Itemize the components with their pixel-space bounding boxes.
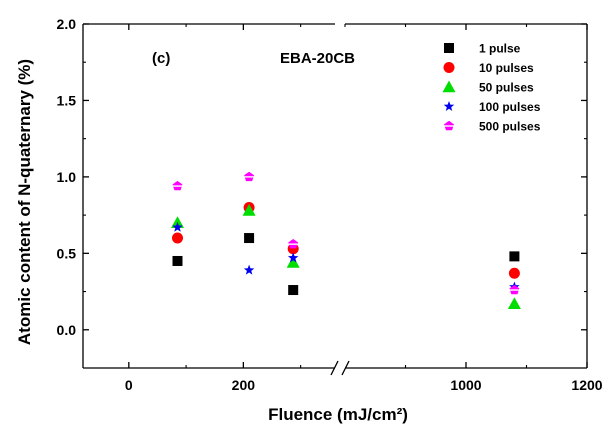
y-tick-label: 0.0: [57, 322, 77, 338]
legend-marker: [444, 120, 454, 131]
legend-marker: [442, 80, 456, 93]
data-point: [244, 171, 255, 182]
y-axis-title: Atomic content of N-quaternary (%): [15, 59, 34, 345]
legend: 1 pulse 10 pulses 50 pulses 100 pulses 500 p…: [442, 42, 541, 134]
x-axis-ticks: 0 200 1000 1200: [125, 24, 603, 393]
data-point: [509, 284, 520, 295]
legend-marker: [443, 62, 455, 73]
legend-marker: [443, 101, 455, 111]
legend-marker: [444, 43, 454, 53]
legend-label: 10 pulses: [479, 61, 534, 75]
data-point: [242, 204, 256, 216]
y-tick-label: 0.5: [57, 245, 77, 261]
data-point: [286, 256, 300, 268]
x-tick-label: 0: [125, 377, 133, 393]
x-axis-break-mark: [330, 358, 350, 378]
panel-label: (c): [152, 50, 170, 67]
axis-break-slash-left: [330, 360, 339, 376]
x-tick-label: 1000: [450, 377, 481, 393]
data-point: [508, 267, 520, 279]
legend-label: 100 pulses: [479, 100, 541, 114]
data-point: [172, 232, 183, 244]
data-point: [288, 238, 299, 249]
data-point: [172, 221, 183, 232]
x-tick-label: 200: [232, 377, 256, 393]
data-point: [507, 297, 521, 309]
data-point: [287, 252, 299, 263]
y-tick-label: 2.0: [57, 16, 77, 32]
data-point: [172, 180, 183, 191]
x-axis-title: Fluence (mJ/cm²): [268, 405, 408, 424]
x-tick-label: 1200: [571, 377, 602, 393]
legend-label: 1 pulse: [479, 42, 521, 56]
axis-break-gap: [334, 358, 346, 378]
y-tick-label: 1.5: [57, 92, 77, 108]
y-axis-ticks: 0.0 0.5 1.0 1.5 2.0: [57, 16, 587, 338]
sample-label: EBA-20CB: [280, 50, 355, 67]
data-point: [243, 264, 255, 275]
data-point: [244, 233, 255, 244]
data-point: [509, 251, 520, 262]
data-point: [288, 285, 299, 296]
legend-label: 50 pulses: [479, 81, 534, 95]
y-tick-label: 1.0: [57, 169, 77, 185]
data-points: [171, 171, 521, 309]
plot-frame: [82, 23, 588, 369]
data-point: [172, 255, 183, 266]
axis-break-slash-right: [341, 360, 350, 376]
legend-label: 500 pulses: [479, 120, 541, 134]
